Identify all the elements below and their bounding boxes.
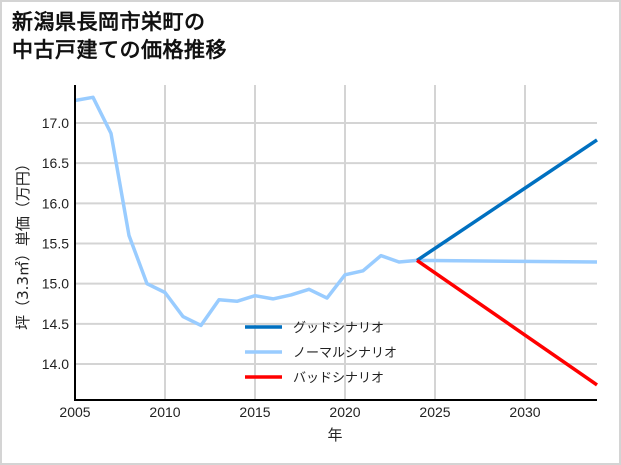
series-line-0: [416, 138, 598, 262]
y-tick-labels: 14.0 14.5 15.0 15.5 16.0 16.5 17.0: [42, 115, 69, 372]
y-tick-label: 15.0: [42, 276, 69, 292]
y-tick-label: 16.5: [42, 155, 69, 171]
x-tick-label: 2005: [59, 404, 90, 420]
x-axis-label: 年: [327, 426, 342, 444]
series-lines: [74, 95, 598, 387]
x-tick-label: 2020: [329, 404, 360, 420]
x-tick-label: 2015: [239, 404, 270, 420]
legend-label: ノーマルシナリオ: [293, 346, 397, 361]
x-tick-label: 2010: [149, 404, 180, 420]
x-tick-label: 2030: [509, 404, 540, 420]
y-axis-label: 坪（3.3㎡）単価（万円）: [14, 156, 32, 330]
chart-title-line-2: 中古戸建ての価格推移: [12, 38, 227, 62]
y-tick-label: 14.0: [42, 356, 69, 372]
y-tick-label: 16.0: [42, 195, 69, 211]
y-tick-label: 17.0: [42, 115, 69, 131]
x-tick-label: 2025: [419, 404, 450, 420]
legend-label: グッドシナリオ: [293, 321, 384, 336]
series-line-1: [74, 95, 598, 328]
y-tick-label: 14.5: [42, 316, 69, 332]
axes: [74, 85, 597, 401]
chart-title: 新潟県長岡市栄町の 中古戸建ての価格推移: [12, 8, 227, 64]
series-line-2: [416, 258, 598, 387]
x-tick-labels: 2005 2010 2015 2020 2025 2030: [59, 404, 540, 420]
legend-label: バッドシナリオ: [293, 371, 384, 386]
chart-title-line-1: 新潟県長岡市栄町の: [12, 10, 206, 34]
y-tick-label: 15.5: [42, 236, 69, 252]
